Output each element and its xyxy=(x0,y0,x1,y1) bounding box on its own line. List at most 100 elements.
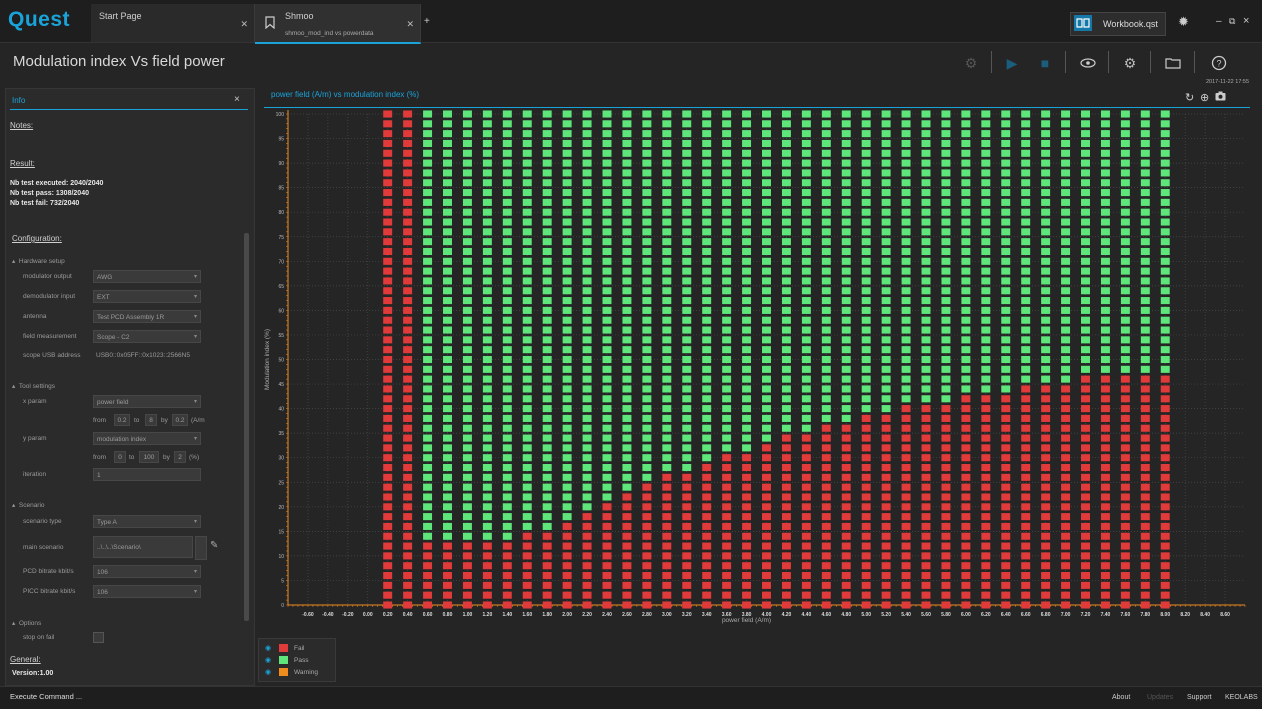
close-icon[interactable]: ✕ xyxy=(406,19,414,29)
pass-cell xyxy=(682,218,692,226)
execute-command[interactable]: Execute Command ... xyxy=(10,692,83,701)
y-param-select[interactable]: modulation index ▾ xyxy=(93,432,201,445)
bug-icon[interactable]: ✹ xyxy=(1178,14,1189,29)
fail-cell xyxy=(941,562,951,570)
options-section[interactable]: ▴ Options xyxy=(12,620,42,627)
help-icon[interactable]: ? xyxy=(1206,50,1232,76)
pass-cell xyxy=(841,169,851,177)
fail-cell xyxy=(722,552,732,560)
fail-cell xyxy=(1041,395,1051,403)
x-param-select[interactable]: power field ▾ xyxy=(93,395,201,408)
scrollbar[interactable] xyxy=(244,233,249,621)
antenna-select[interactable]: Test PCD Assembly 1R ▾ xyxy=(93,310,201,323)
fail-cell xyxy=(702,581,712,589)
fail-cell xyxy=(1061,395,1071,403)
scenario-section[interactable]: ▴ Scenario xyxy=(12,502,45,509)
pass-cell xyxy=(781,159,791,167)
stop-on-fail-checkbox[interactable] xyxy=(93,632,104,643)
pass-cell xyxy=(702,110,712,118)
keolabs-link[interactable]: KEOLABS xyxy=(1225,694,1258,701)
about-link[interactable]: About xyxy=(1112,694,1131,701)
y-from-input[interactable]: 0 xyxy=(114,451,126,463)
pass-cell xyxy=(702,218,712,226)
updates-link[interactable]: Updates xyxy=(1147,694,1174,701)
plugin-icon[interactable]: ⚙ xyxy=(1123,55,1137,71)
fail-cell xyxy=(722,503,732,511)
fail-cell xyxy=(921,454,931,462)
add-tab-icon[interactable]: + xyxy=(424,16,430,27)
legend-item-pass[interactable]: ◉ Pass xyxy=(265,656,309,665)
refresh-icon[interactable]: ↻ xyxy=(1185,92,1195,104)
pass-cell xyxy=(423,483,433,491)
demodulator-input-select[interactable]: EXT ▾ xyxy=(93,290,201,303)
fit-view-icon[interactable]: ⊕ xyxy=(1200,92,1210,104)
edit-pencil-icon[interactable]: ✎ xyxy=(210,540,219,551)
pass-cell xyxy=(1160,218,1170,226)
legend-item-warning[interactable]: ◉ Warning xyxy=(265,668,318,677)
plot-area[interactable]: 0510152025303540455055606570758085909510… xyxy=(260,88,1254,684)
restore-button[interactable]: ⧉ xyxy=(1229,16,1236,26)
tab-shmoo[interactable]: Shmoo shmoo_mod_ind vs powerdata ✕ xyxy=(255,4,421,44)
iteration-input[interactable]: 1 xyxy=(93,468,201,481)
pass-cell xyxy=(622,375,632,383)
close-window-button[interactable]: × xyxy=(1243,15,1250,27)
x-to-input[interactable]: 8 xyxy=(145,414,157,426)
pass-cell xyxy=(642,385,652,393)
tool-settings-section[interactable]: ▴ Tool settings xyxy=(12,383,56,390)
fail-cell xyxy=(841,581,851,589)
settings-gear-icon[interactable]: ⚙ xyxy=(964,55,978,71)
folder-icon[interactable] xyxy=(1160,50,1186,76)
close-icon[interactable]: ✕ xyxy=(240,19,248,29)
fail-cell xyxy=(562,522,572,530)
pass-cell xyxy=(662,110,672,118)
pass-cell xyxy=(423,316,433,324)
modulator-output-select[interactable]: AWG ▾ xyxy=(93,270,201,283)
workbook-button[interactable]: Workbook.qst xyxy=(1070,12,1166,36)
fail-cell xyxy=(1120,444,1130,452)
play-icon[interactable]: ▶ xyxy=(1006,55,1018,71)
x-from-input[interactable]: 0.2 xyxy=(114,414,130,426)
pass-cell xyxy=(981,257,991,265)
fail-cell xyxy=(801,463,811,472)
browse-button[interactable] xyxy=(195,536,207,560)
scope-usb-address-field[interactable]: USB0::0x05FF::0x1023::2566N5 xyxy=(96,352,190,359)
app-logo: Quest xyxy=(8,8,71,31)
close-icon[interactable]: × xyxy=(234,94,240,105)
fail-cell xyxy=(1160,532,1170,540)
scenario-type-select[interactable]: Type A ▾ xyxy=(93,515,201,528)
pass-cell xyxy=(423,434,433,442)
fail-cell xyxy=(462,591,472,599)
x-by-input[interactable]: 0.2 xyxy=(172,414,188,426)
main-scenario-input[interactable]: ..\..\..\Scenario\ xyxy=(93,536,193,558)
fail-cell xyxy=(1140,375,1150,383)
x-tick-label: 5.20 xyxy=(881,612,891,618)
eye-icon[interactable] xyxy=(1075,50,1101,76)
minimize-button[interactable]: ‒ xyxy=(1216,16,1222,27)
fail-cell xyxy=(821,424,831,432)
support-link[interactable]: Support xyxy=(1187,694,1212,701)
pass-cell xyxy=(762,198,771,206)
info-tab[interactable]: Info xyxy=(12,96,26,105)
pass-cell xyxy=(682,238,692,246)
stop-icon[interactable]: ■ xyxy=(1040,55,1050,71)
y-tick-label: 55 xyxy=(278,333,284,339)
pass-cell xyxy=(662,454,672,462)
pcd-bitrate-select[interactable]: 106 ▾ xyxy=(93,565,201,578)
fail-cell xyxy=(941,601,951,609)
legend-item-fail[interactable]: ◉ Fail xyxy=(265,644,305,653)
pass-cell xyxy=(861,326,871,334)
tab-start-page[interactable]: Start Page ✕ xyxy=(91,4,255,42)
pass-cell xyxy=(781,179,791,187)
pass-cell xyxy=(702,405,712,413)
picc-bitrate-select[interactable]: 106 ▾ xyxy=(93,585,201,598)
pass-cell xyxy=(423,130,433,138)
y-to-input[interactable]: 100 xyxy=(139,451,159,463)
field-measurement-select[interactable]: Scope - C2 ▾ xyxy=(93,330,201,343)
y-by-input[interactable]: 2 xyxy=(174,451,186,463)
camera-icon[interactable] xyxy=(1215,91,1226,103)
hardware-setup-section[interactable]: ▴ Hardware setup xyxy=(12,258,65,265)
pass-cell xyxy=(841,198,851,206)
pass-cell xyxy=(1120,267,1130,275)
pass-cell xyxy=(662,316,672,324)
fail-cell xyxy=(1081,522,1090,530)
